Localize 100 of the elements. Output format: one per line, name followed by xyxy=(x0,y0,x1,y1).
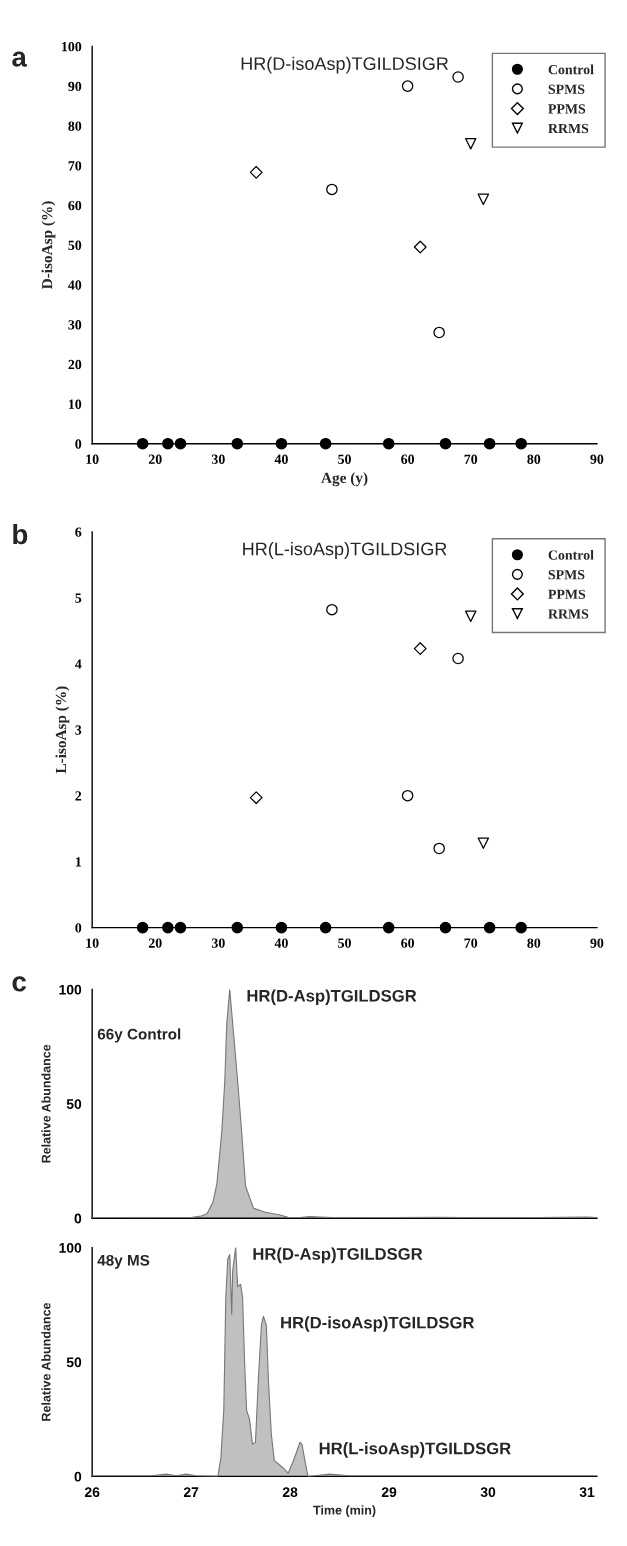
y-axis-title: Relative Abundance xyxy=(41,1302,51,1421)
x-tick-label: 90 xyxy=(590,454,604,464)
x-tick-label: 26 xyxy=(84,1487,100,1498)
x-tick-label: 80 xyxy=(527,454,541,464)
point xyxy=(515,921,527,934)
text: HR(L-isoAsp)TGILDSIGR xyxy=(243,542,447,559)
x-tick-label: 31 xyxy=(579,1487,595,1498)
point xyxy=(162,921,174,934)
y-tick-label: 0 xyxy=(75,439,82,449)
point xyxy=(483,437,496,450)
y-tick-label: 6 xyxy=(75,527,82,537)
point xyxy=(162,437,174,450)
point xyxy=(433,326,445,339)
x-tick-label: 30 xyxy=(480,1487,496,1498)
legend-label: SPMS xyxy=(548,570,585,580)
x-tick-label: 20 xyxy=(148,454,162,464)
point xyxy=(452,71,464,83)
y-tick-label: 50 xyxy=(66,1099,82,1110)
y-tick-label: 0 xyxy=(74,1213,82,1224)
point xyxy=(452,652,464,665)
x-tick-label: 40 xyxy=(274,454,288,464)
x-tick-label: 40 xyxy=(274,938,288,948)
point xyxy=(477,193,490,206)
point xyxy=(433,842,445,855)
y-tick-label: 80 xyxy=(68,121,82,131)
point xyxy=(382,921,395,934)
point xyxy=(439,437,452,450)
x-tick-label: 28 xyxy=(282,1487,298,1498)
y-tick-label: 1 xyxy=(75,857,82,867)
x-tick-label: 29 xyxy=(381,1487,397,1498)
x-tick-label: 90 xyxy=(590,938,604,948)
x-tick-label: 70 xyxy=(464,454,478,464)
y-tick-label: 100 xyxy=(59,984,82,995)
y-tick-label: 20 xyxy=(68,359,82,370)
text: c xyxy=(12,976,27,992)
y-tick-label: 0 xyxy=(74,1471,82,1482)
x-tick-label: 60 xyxy=(401,454,415,464)
y-axis-title: Relative Abundance xyxy=(41,1044,51,1163)
point xyxy=(464,137,477,150)
annotation: 48y MS xyxy=(97,1254,150,1269)
point xyxy=(174,921,187,934)
point xyxy=(319,921,332,934)
text: a xyxy=(12,51,28,67)
point xyxy=(275,437,288,450)
point xyxy=(439,921,452,934)
y-tick-label: 100 xyxy=(62,41,82,52)
x-tick-label: 20 xyxy=(148,938,162,948)
annotation: HR(D-isoAsp)TGILDSGR xyxy=(281,1316,475,1332)
y-tick-label: 90 xyxy=(68,81,82,92)
text: b xyxy=(13,523,28,545)
annotation: HR(L-isoAsp)TGILDSGR xyxy=(319,1442,511,1458)
legend-label: PPMS xyxy=(548,104,586,114)
legend-label: SPMS xyxy=(548,84,585,94)
y-tick-label: 4 xyxy=(75,659,82,669)
y-axis-title: D-isoAsp (%) xyxy=(41,201,56,290)
x-tick-label: 30 xyxy=(211,454,225,464)
y-tick-label: 3 xyxy=(75,725,82,735)
legend-label: RRMS xyxy=(548,123,589,134)
y-tick-label: 60 xyxy=(68,200,82,211)
y-tick-label: 2 xyxy=(75,791,82,801)
text: HR(D-isoAsp)TGILDSIGR xyxy=(241,56,449,74)
point xyxy=(515,437,527,450)
point xyxy=(136,921,149,934)
legend-label: Control xyxy=(548,549,594,560)
annotation: HR(D-Asp)TGILDSGR xyxy=(247,989,417,1005)
point xyxy=(413,240,427,254)
x-tick-label: 80 xyxy=(527,938,541,948)
annotation: HR(D-Asp)TGILDSGR xyxy=(253,1247,423,1264)
point xyxy=(326,183,338,196)
x-axis-title: Age (y) xyxy=(321,472,368,487)
point xyxy=(249,791,263,805)
point xyxy=(319,437,332,450)
point xyxy=(464,610,477,623)
x-tick-label: 70 xyxy=(464,938,478,948)
x-axis-title: Time (min) xyxy=(313,1505,376,1517)
point xyxy=(275,921,288,934)
y-tick-label: 100 xyxy=(59,1242,82,1253)
legend-label: PPMS xyxy=(548,589,586,599)
x-tick-label: 60 xyxy=(401,938,415,948)
point xyxy=(401,789,414,802)
y-tick-label: 30 xyxy=(68,320,82,330)
y-tick-label: 70 xyxy=(68,161,82,171)
point xyxy=(326,603,338,616)
y-axis-title: L-isoAsp (%) xyxy=(55,686,70,774)
point xyxy=(231,921,244,934)
x-tick-label: 10 xyxy=(86,454,99,464)
x-tick-label: 50 xyxy=(338,938,351,948)
annotation: 66y Control xyxy=(97,1028,181,1043)
point xyxy=(401,80,414,92)
x-tick-label: 50 xyxy=(338,454,351,464)
point xyxy=(477,837,490,849)
point xyxy=(249,165,263,179)
y-tick-label: 0 xyxy=(75,923,82,933)
point xyxy=(231,437,244,450)
y-tick-label: 50 xyxy=(68,240,82,250)
point xyxy=(483,921,496,934)
y-tick-label: 40 xyxy=(68,280,82,290)
y-tick-label: 10 xyxy=(68,399,82,409)
y-tick-label: 50 xyxy=(66,1357,82,1368)
y-tick-label: 5 xyxy=(75,593,82,603)
